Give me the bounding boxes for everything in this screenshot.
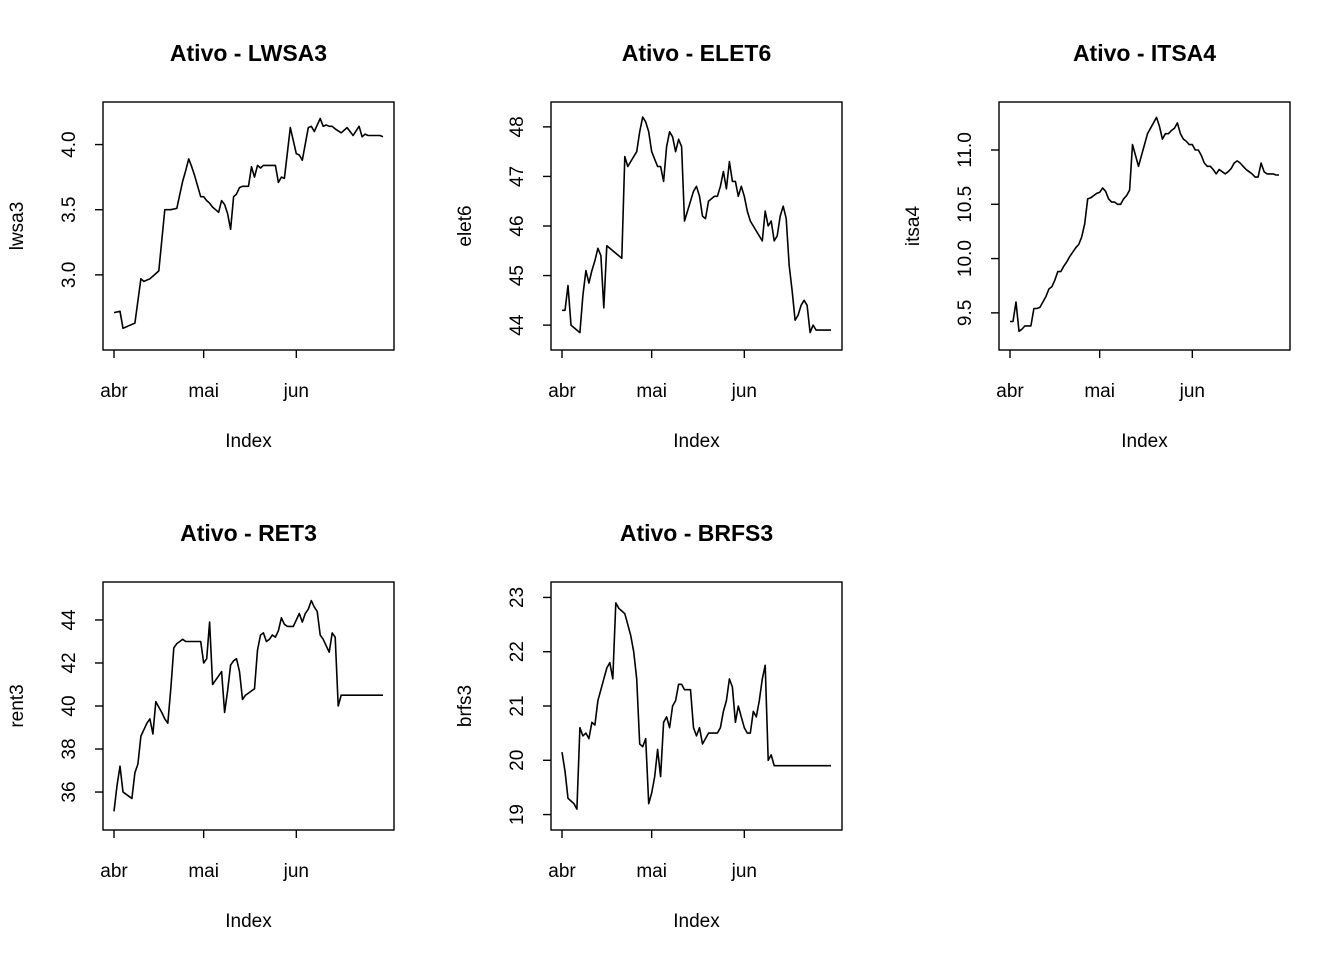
chart-title: Ativo - ELET6	[622, 40, 772, 66]
chart-title: Ativo - BRFS3	[620, 520, 773, 546]
y-tick-label: 3.5	[59, 197, 80, 223]
x-tick-label: mai	[636, 861, 667, 882]
x-tick-label: abr	[100, 861, 128, 882]
chart-title: Ativo - LWSA3	[170, 40, 327, 66]
y-tick-label: 44	[507, 314, 528, 336]
y-axis-label: lwsa3	[7, 202, 28, 251]
x-tick-label: abr	[548, 861, 576, 882]
x-tick-label: mai	[188, 381, 219, 402]
x-tick-label: mai	[188, 861, 219, 882]
y-tick-label: 3.0	[59, 262, 80, 288]
series-line	[1010, 116, 1279, 333]
y-tick-label: 46	[507, 215, 528, 236]
plot-frame	[998, 101, 1291, 351]
chart-panel: Ativo - RET3 abr mai jun 36 38 40 42 44 Index rent…	[7, 520, 395, 932]
y-tick-label: 36	[59, 781, 80, 802]
y-tick-label: 23	[507, 587, 528, 608]
series-line	[113, 599, 383, 812]
plot-frame	[102, 101, 395, 351]
y-tick-label: 38	[59, 738, 80, 759]
x-tick-label: jun	[1179, 381, 1205, 402]
x-tick-label: abr	[996, 381, 1024, 402]
x-axis-label: Index	[673, 431, 720, 452]
x-tick-label: jun	[283, 861, 309, 882]
x-tick-label: abr	[548, 381, 576, 402]
chart-panel: Ativo - ELET6 abr mai jun 44 45 46 47 48 Index ele…	[455, 40, 843, 452]
y-tick-label: 4.0	[59, 131, 80, 157]
y-axis-label: brfs3	[455, 685, 476, 727]
y-tick-label: 22	[507, 641, 528, 662]
series-line	[562, 116, 831, 334]
x-axis-label: Index	[673, 911, 720, 932]
chart-title: Ativo - ITSA4	[1073, 40, 1216, 66]
x-axis-label: Index	[225, 911, 272, 932]
x-tick-label: mai	[636, 381, 667, 402]
y-tick-label: 44	[59, 609, 80, 631]
y-axis-label: rent3	[7, 684, 28, 727]
plot-frame	[550, 581, 843, 831]
y-tick-label: 11.0	[955, 132, 976, 168]
x-tick-label: jun	[283, 381, 309, 402]
x-axis-label: Index	[225, 431, 272, 452]
plot-frame	[102, 581, 395, 831]
y-tick-label: 20	[507, 750, 528, 771]
y-tick-label: 19	[507, 804, 528, 825]
y-tick-label: 40	[59, 695, 80, 716]
y-tick-label: 42	[59, 652, 80, 673]
y-tick-label: 21	[507, 695, 528, 716]
y-axis-label: itsa4	[903, 206, 924, 247]
x-tick-label: mai	[1084, 381, 1115, 402]
chart-panel: Ativo - ITSA4 abr mai jun 9.5 10.0 10.5 11.0 Ind…	[903, 40, 1291, 452]
series-line	[113, 117, 384, 330]
y-tick-label: 10.5	[955, 186, 976, 223]
y-tick-label: 10.0	[955, 240, 976, 277]
x-tick-label: jun	[731, 861, 757, 882]
series-line	[561, 602, 831, 810]
chart-title: Ativo - RET3	[180, 520, 317, 546]
x-axis-label: Index	[1121, 431, 1168, 452]
x-tick-label: jun	[731, 381, 757, 402]
x-tick-label: abr	[100, 381, 128, 402]
y-axis-label: elet6	[455, 205, 476, 246]
y-tick-label: 9.5	[955, 300, 976, 326]
chart-panel: Ativo - LWSA3 abr mai jun 3.0 3.5 4.0 Index lwsa…	[7, 40, 395, 452]
y-tick-label: 45	[507, 265, 528, 286]
y-tick-label: 48	[507, 116, 528, 137]
y-tick-label: 47	[507, 166, 528, 187]
chart-panel: Ativo - BRFS3 abr mai jun 19 20 21 22 23 Index brf…	[455, 520, 843, 932]
